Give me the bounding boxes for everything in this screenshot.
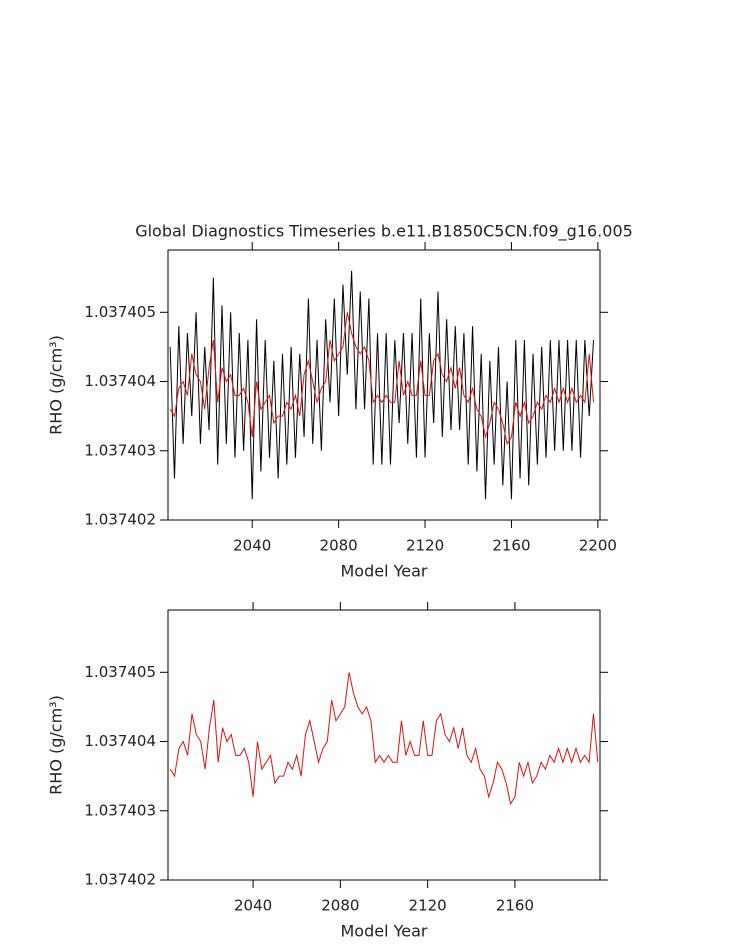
- x-axis-label: Model Year: [341, 922, 428, 941]
- y-tick-label: 1.037404: [84, 732, 156, 750]
- y-tick-label: 1.037404: [84, 372, 156, 390]
- data-line: [169, 312, 595, 446]
- y-axis-label: RHO (g/cm³): [47, 695, 66, 795]
- data-line: [169, 672, 599, 806]
- x-tick-label: 2080: [320, 537, 358, 555]
- y-tick-label: 1.037402: [84, 511, 156, 529]
- x-tick-label: 2120: [406, 537, 444, 555]
- x-tick-label: 2160: [496, 897, 534, 915]
- y-tick-label: 1.037405: [84, 663, 156, 681]
- plot-area: 2040 2080 2120 2160 1.037402 1.037403 1.037404…: [47, 602, 608, 941]
- plot-area: Global Diagnostics Timeseries b.e11.B185…: [47, 222, 633, 581]
- y-axis-label: RHO (g/cm³): [47, 335, 66, 435]
- plot-frame: [167, 249, 601, 521]
- x-tick-label: 2160: [492, 537, 530, 555]
- y-tick-label: 1.037405: [84, 303, 156, 321]
- x-tick-label: 2120: [409, 897, 447, 915]
- x-tick-label: 2040: [233, 537, 271, 555]
- y-tick-label: 1.037403: [84, 441, 156, 459]
- chart-title: Global Diagnostics Timeseries b.e11.B185…: [135, 222, 633, 242]
- x-axis-label: Model Year: [341, 562, 428, 581]
- data-line: [169, 270, 595, 500]
- x-tick-label: 2040: [234, 897, 272, 915]
- x-tick-label: 2200: [579, 537, 617, 555]
- y-tick-label: 1.037403: [84, 801, 156, 819]
- x-tick-label: 2080: [321, 897, 359, 915]
- plot-frame: [167, 609, 601, 881]
- y-tick-label: 1.037402: [84, 871, 156, 889]
